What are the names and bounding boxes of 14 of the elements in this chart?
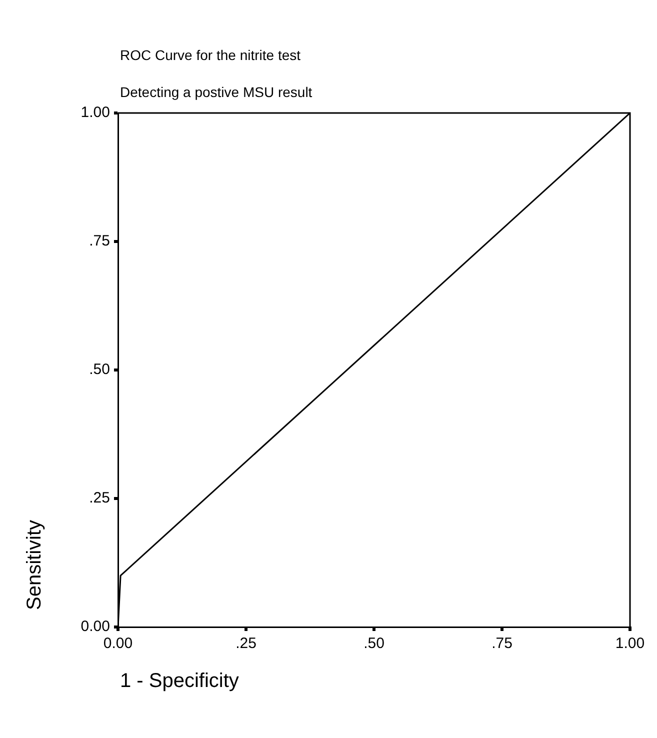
y-tick-label: .75 bbox=[89, 232, 110, 250]
x-tick-label: .50 bbox=[364, 635, 384, 652]
y-tick-label: 0.00 bbox=[80, 618, 110, 636]
chart-subtitle: Detecting a postive MSU result bbox=[120, 84, 312, 100]
y-tick-label: .25 bbox=[89, 490, 110, 507]
x-tick-label: .25 bbox=[236, 635, 256, 652]
y-tick-label: .50 bbox=[89, 361, 110, 378]
x-axis-title: 1 - Specificity bbox=[120, 670, 239, 693]
x-tick-label: .75 bbox=[492, 635, 512, 652]
x-tick-label: 0.00 bbox=[103, 635, 133, 652]
chart-title: ROC Curve for the nitrite test bbox=[120, 47, 301, 63]
x-tick-label: 1.00 bbox=[615, 635, 645, 652]
y-tick-label: 1.00 bbox=[80, 104, 110, 122]
y-axis-title: Sensitivity bbox=[24, 520, 46, 610]
